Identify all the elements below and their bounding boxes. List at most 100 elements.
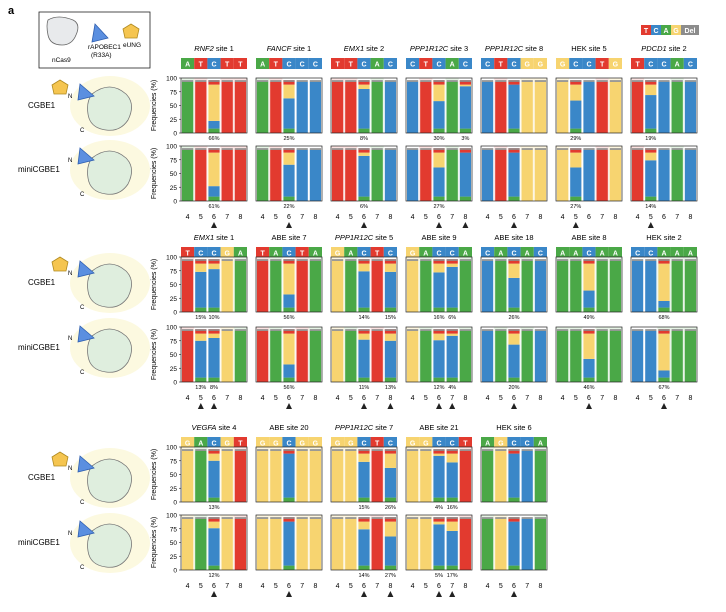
bar-del: [195, 259, 207, 261]
bar-del: [495, 449, 507, 451]
seq-letter: G: [410, 441, 416, 448]
bar-t: [658, 259, 670, 264]
ncas9-shape-icon: [87, 86, 132, 131]
x-tick-label: 5: [199, 395, 203, 402]
ncas9-shape-icon: [87, 328, 132, 373]
bar-g: [309, 518, 321, 570]
bar-c: [482, 81, 494, 133]
plot-cgbe1: 16% 6%: [405, 256, 473, 321]
bar-del: [609, 80, 621, 82]
y-tick-label: 25: [170, 486, 178, 493]
site-title: PPP1R12C site 5: [335, 233, 393, 242]
seq-base-c: [207, 247, 221, 258]
bar-g: [208, 263, 220, 270]
bar-g: [508, 333, 520, 345]
bar-del: [384, 517, 396, 519]
x-tick-label: 8: [238, 583, 242, 590]
eung-pentagon-icon: [51, 79, 69, 95]
bar-t: [459, 80, 471, 85]
seq-base-c: [533, 247, 547, 258]
seq-letter: A: [463, 251, 468, 258]
bar-c: [433, 524, 445, 566]
seq-base-t: [233, 437, 247, 448]
seq-letter: C: [511, 441, 516, 448]
x-tick-label: 4: [186, 583, 190, 590]
bar-a: [521, 330, 533, 382]
bar-c: [384, 340, 396, 378]
bar-g: [358, 453, 370, 462]
edit-percent-label: 16%: [447, 505, 458, 511]
bar-g: [495, 450, 507, 502]
seq-base-t: [194, 58, 208, 69]
bar-c: [570, 167, 582, 197]
bar-c: [358, 339, 370, 378]
bar-c: [446, 266, 458, 308]
bar-a: [433, 377, 445, 382]
seq-base-a: [481, 437, 495, 448]
x-tick-label: 6: [662, 395, 666, 402]
bar-del: [296, 259, 308, 261]
eung-pentagon-icon: [51, 451, 69, 467]
bar-t: [358, 329, 370, 334]
bar-del: [270, 329, 282, 331]
plot-cgbe1: 30% 3%: [405, 77, 473, 142]
bar-del: [521, 259, 533, 261]
seq-letter: T: [375, 441, 380, 448]
plot-cgbe1: 56%: [255, 256, 323, 321]
edit-percent-label: 5%: [435, 573, 443, 579]
x-tick-label: 5: [499, 583, 503, 590]
bar-a: [182, 81, 194, 133]
bar-t: [596, 149, 608, 201]
edit-position-arrow-icon: [511, 403, 517, 409]
bar-g: [420, 450, 432, 502]
plot-minicgbe1: 61%: [180, 145, 248, 210]
bar-c: [384, 536, 396, 566]
row-label-minicgbe1: miniCGBE1: [18, 538, 60, 547]
edit-percent-label: 14%: [358, 573, 369, 579]
plot-frame: [405, 446, 473, 503]
bar-del: [632, 329, 644, 331]
bar-a: [208, 307, 220, 312]
seq-base-a: [556, 247, 570, 258]
seq-letter: C: [436, 251, 441, 258]
seq-letter: A: [485, 441, 490, 448]
y-tick-label: 50: [170, 103, 178, 110]
row-label-cgbe1: CGBE1: [28, 101, 56, 110]
bar-del: [407, 259, 419, 261]
seq-letter: C: [286, 62, 291, 69]
bar-a: [459, 260, 471, 312]
bar-del: [296, 148, 308, 150]
edit-percent-label: 22%: [283, 204, 294, 210]
bar-del: [645, 259, 657, 261]
bar-del: [384, 329, 396, 331]
y-tick-label: 0: [173, 131, 177, 138]
bar-t: [583, 329, 595, 334]
y-tick-label: 50: [170, 540, 178, 547]
seq-letter: C: [211, 62, 216, 69]
bar-c: [446, 335, 458, 378]
seq-letter: C: [361, 251, 366, 258]
plot-cgbe1: 15% 26%: [330, 446, 398, 511]
bar-t: [234, 450, 246, 502]
plot-cgbe1: 66%: [180, 77, 248, 142]
plot-minicgbe1: 46%: [555, 326, 623, 391]
row-label-cgbe1: CGBE1: [28, 473, 56, 482]
seq-base-g: [331, 247, 345, 258]
x-tick-label: 6: [437, 395, 441, 402]
seq-letter: C: [485, 62, 490, 69]
bar-t: [283, 80, 295, 85]
bar-g: [583, 263, 595, 291]
seq-base-c: [507, 247, 521, 258]
seq-letter: C: [573, 62, 578, 69]
bar-g: [345, 450, 357, 502]
rapobec1-label: rAPOBEC1: [88, 44, 121, 51]
row-label-cgbe1: CGBE1: [28, 278, 56, 287]
bar-a: [583, 307, 595, 312]
bar-g: [433, 152, 445, 168]
c-terminus-label: C: [80, 500, 85, 506]
bar-del: [371, 329, 383, 331]
bar-del: [208, 329, 220, 331]
bar-a: [433, 196, 445, 201]
x-tick-label: 7: [225, 214, 229, 221]
bar-g: [570, 84, 582, 101]
